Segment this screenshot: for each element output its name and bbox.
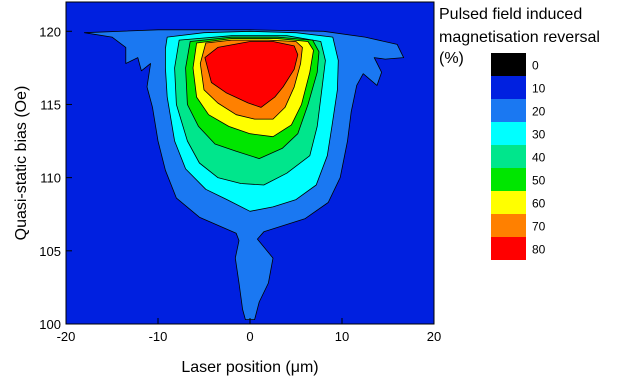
colorbar-title-line: magnetisation reversal	[439, 29, 600, 46]
colorbar-swatch	[491, 168, 526, 191]
x-tick-label: 20	[427, 329, 441, 344]
colorbar-swatch	[491, 145, 526, 168]
colorbar-swatch	[491, 191, 526, 214]
colorbar-title-line: Pulsed field induced	[439, 6, 582, 23]
colorbar-swatch	[491, 237, 526, 260]
y-tick-label: 115	[40, 97, 61, 112]
x-tick-label: -10	[149, 329, 168, 344]
colorbar-swatch	[491, 122, 526, 145]
colorbar-title-line: (%)	[439, 50, 464, 67]
x-tick-label: 0	[246, 329, 253, 344]
colorbar-swatch	[491, 53, 526, 76]
colorbar-label: 60	[532, 197, 546, 211]
y-tick-label: 100	[39, 317, 61, 332]
colorbar-swatch	[491, 76, 526, 99]
colorbar-label: 30	[532, 128, 546, 142]
x-tick-label: 10	[335, 329, 349, 344]
colorbar-swatch	[491, 99, 526, 122]
x-axis-label: Laser position (μm)	[181, 359, 318, 376]
colorbar-label: 20	[532, 105, 546, 119]
contour-region-70-80	[204, 41, 299, 108]
colorbar-label: 40	[532, 151, 546, 165]
y-tick-label: 110	[40, 171, 61, 186]
y-tick-label: 105	[39, 244, 61, 259]
y-axis-label: Quasi-static bias (Oe)	[13, 86, 30, 241]
y-tick-label: 120	[39, 24, 61, 39]
colorbar-label: 80	[532, 243, 546, 257]
x-tick-label: -20	[57, 329, 76, 344]
colorbar-label: 70	[532, 220, 546, 234]
colorbar-label: 50	[532, 174, 546, 188]
colorbar-swatch	[491, 214, 526, 237]
colorbar-label: 0	[532, 59, 539, 73]
colorbar-label: 10	[532, 82, 546, 96]
